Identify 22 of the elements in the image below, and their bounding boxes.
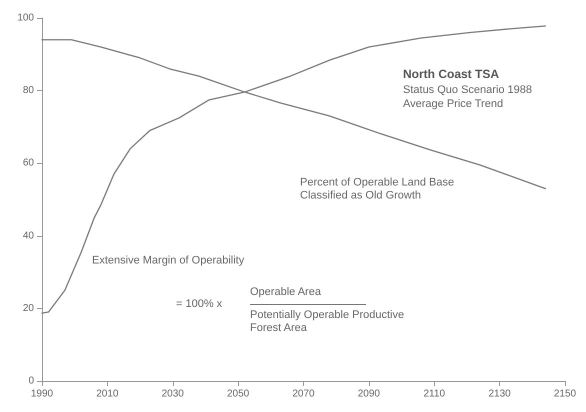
y-tick-label: 60 xyxy=(22,158,34,169)
annotation: Potentially Operable Productive Forest Area xyxy=(250,309,404,335)
x-tick-label: 2110 xyxy=(423,388,446,400)
series-label: Percent of Operable Land Base Classified as Old Growth xyxy=(300,176,454,202)
y-tick-label: 0 xyxy=(28,376,34,386)
y-tick-label: 100 xyxy=(17,12,34,24)
annotation: Operable Area xyxy=(250,286,321,299)
x-tick-label: 2150 xyxy=(554,388,577,400)
x-tick-label: 2130 xyxy=(488,388,512,400)
x-tick-label: 2090 xyxy=(358,388,380,400)
x-tick-label: 2050 xyxy=(227,388,250,400)
text: Status Quo Scenario 1988 Average Price Trend xyxy=(403,84,532,110)
annotation: = 100% x xyxy=(176,298,222,311)
series-label: Extensive Margin of Operability xyxy=(92,254,245,266)
x-tick-label: 2010 xyxy=(96,388,119,400)
y-tick-label: 20 xyxy=(22,302,34,314)
y-tick-label: 40 xyxy=(22,230,34,242)
text: North Coast TSA xyxy=(403,67,500,81)
x-tick-label: 2030 xyxy=(162,388,184,400)
x-tick-label: 1990 xyxy=(30,388,54,400)
x-tick-label: 2070 xyxy=(292,388,316,400)
y-tick-label: 80 xyxy=(22,85,34,96)
